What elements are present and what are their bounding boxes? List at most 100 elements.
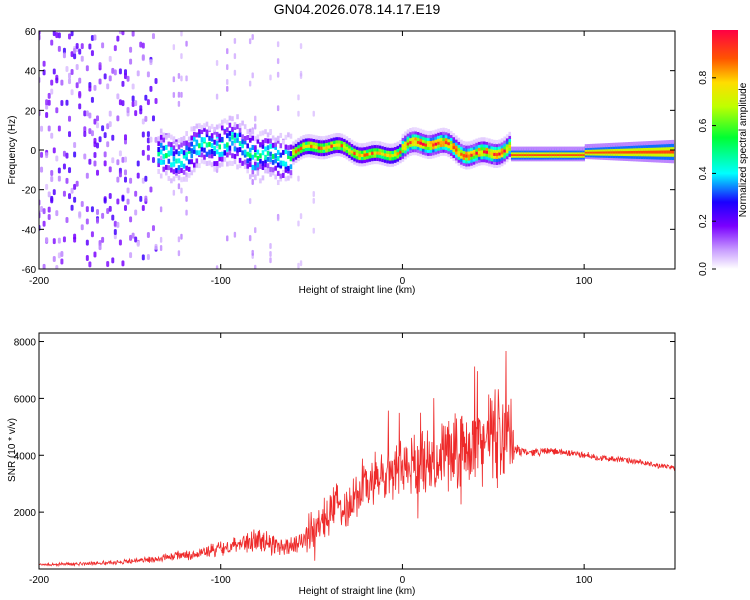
spectrogram-cell xyxy=(544,146,547,151)
spectrogram-cell xyxy=(444,139,448,145)
spectrogram-cell xyxy=(635,157,639,162)
spectrogram-cell xyxy=(600,151,603,156)
spectrogram-cell xyxy=(406,141,410,146)
spectrogram-cell xyxy=(162,132,166,138)
spectrogram-cell xyxy=(462,143,466,149)
spectrogram-cell xyxy=(185,40,188,47)
spectrogram-cell xyxy=(136,70,140,77)
spectrogram-cell xyxy=(228,145,232,151)
spectrogram-cell xyxy=(579,146,583,151)
spectrogram-cell xyxy=(467,156,471,161)
spectrogram-ytick-label: -40 xyxy=(22,225,37,236)
spectrogram-cell xyxy=(315,144,318,150)
spectrogram-cell xyxy=(541,146,545,151)
spectrogram-ylabel: Frequency (Hz) xyxy=(7,116,18,185)
spectrogram-cell xyxy=(241,134,244,140)
spectrogram-cell xyxy=(483,152,486,157)
spectrogram-cell xyxy=(139,41,143,48)
spectrogram-cell xyxy=(658,152,662,157)
spectrogram-cell xyxy=(304,137,308,142)
spectrogram-cell xyxy=(358,143,361,148)
spectrogram-cell xyxy=(248,234,252,241)
spectrogram-cell xyxy=(297,110,300,117)
spectrogram-cell xyxy=(429,139,433,144)
spectrogram-cell xyxy=(645,155,649,160)
spectrogram-cell xyxy=(325,141,328,147)
spectrogram-cell xyxy=(198,123,201,129)
spectrogram-cell xyxy=(470,149,473,154)
spectrogram-cell xyxy=(391,146,395,151)
spectrogram-cell xyxy=(594,143,598,148)
spectrogram-cell xyxy=(248,147,252,153)
spectrogram-cell xyxy=(45,183,49,190)
spectrogram-cell xyxy=(350,142,354,148)
spectrogram-cell xyxy=(108,55,112,62)
spectrogram-cell xyxy=(437,146,440,151)
spectrogram-cell xyxy=(154,136,158,143)
spectrogram-cell xyxy=(73,53,77,60)
spectrogram-cell xyxy=(231,129,234,135)
spectrogram-cell xyxy=(200,137,204,143)
spectrogram-cell xyxy=(653,155,657,160)
spectrogram-cell xyxy=(335,145,339,150)
spectrogram-cell xyxy=(439,148,443,153)
spectrogram-cell xyxy=(406,138,410,143)
spectrogram-cell xyxy=(620,147,624,152)
spectrogram-cell xyxy=(65,65,69,72)
spectrogram-cell xyxy=(378,141,382,146)
spectrogram-cell xyxy=(108,121,112,128)
spectrogram-cell xyxy=(566,146,570,151)
chart-title: GN04.2026.078.14.17.E19 xyxy=(274,1,441,17)
spectrogram-cell xyxy=(129,46,133,53)
spectrogram-cell xyxy=(203,126,206,132)
spectrogram-cell xyxy=(238,163,242,169)
spectrogram-cell xyxy=(633,146,636,151)
spectrogram-cell xyxy=(447,129,450,134)
spectrogram-cell xyxy=(432,139,435,144)
spectrogram-cell xyxy=(462,155,466,161)
spectrogram-cell xyxy=(126,106,130,113)
spectrogram-cell xyxy=(139,195,143,202)
spectrogram-cell xyxy=(177,168,181,174)
spectrogram-cell xyxy=(503,136,506,141)
spectrogram-cell xyxy=(597,151,601,156)
spectrogram-cell xyxy=(488,153,491,158)
spectrogram-cell xyxy=(210,143,214,149)
spectrogram-cell xyxy=(187,166,191,172)
spectrogram-cell xyxy=(600,153,603,158)
spectrogram-cell xyxy=(182,150,186,156)
spectrogram-cell xyxy=(215,265,219,269)
spectrogram-cell xyxy=(292,160,295,165)
spectrogram-cell xyxy=(615,149,619,154)
spectrogram-cell xyxy=(325,145,328,150)
spectrogram-cell xyxy=(302,135,305,140)
spectrogram-cell xyxy=(607,156,611,161)
spectrogram-cell xyxy=(360,162,364,167)
spectrogram-cell xyxy=(170,162,173,168)
spectrogram-cell xyxy=(236,114,239,120)
spectrogram-cell xyxy=(146,71,150,78)
spectrogram-cell xyxy=(55,210,59,217)
spectrogram-cell xyxy=(47,99,51,106)
spectrogram-cell xyxy=(472,145,476,150)
spectrogram-cell xyxy=(307,146,311,151)
spectrogram-cell xyxy=(248,132,252,138)
spectrogram-cell xyxy=(144,175,148,182)
spectrogram-cell xyxy=(144,195,148,202)
spectrogram-cell xyxy=(625,144,629,149)
spectrogram-cell xyxy=(210,123,214,129)
spectrogram-cell xyxy=(264,158,267,164)
spectrogram-cell xyxy=(327,153,331,159)
spectrogram-cell xyxy=(172,44,176,51)
spectrogram-cell xyxy=(177,144,181,150)
spectrogram-cell xyxy=(198,143,201,149)
spectrogram-cell xyxy=(96,217,100,224)
spectrogram-cell xyxy=(416,130,420,135)
spectrogram-cell xyxy=(455,156,458,161)
spectrogram-cell xyxy=(628,142,631,147)
spectrogram-cell xyxy=(126,198,130,205)
spectrogram-cell xyxy=(65,152,69,159)
spectrogram-cell xyxy=(141,205,145,212)
spectrogram-cell xyxy=(500,138,504,143)
spectrogram-cell xyxy=(200,152,204,158)
